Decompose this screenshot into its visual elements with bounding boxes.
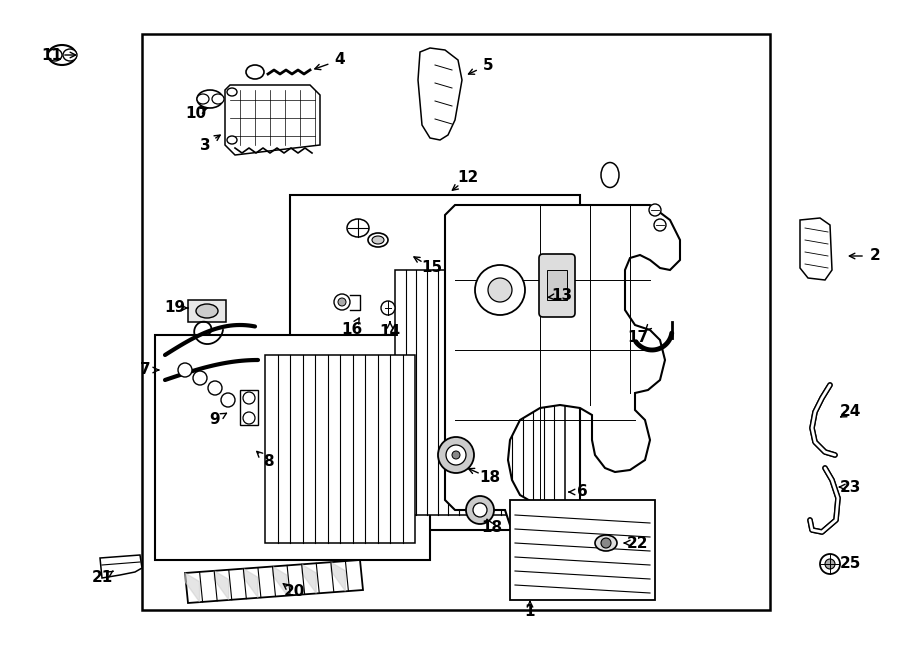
Circle shape	[820, 554, 840, 574]
Ellipse shape	[48, 49, 62, 61]
Ellipse shape	[347, 219, 369, 237]
Bar	[547, 270, 567, 300]
Ellipse shape	[246, 65, 264, 79]
Polygon shape	[418, 48, 462, 140]
Polygon shape	[273, 567, 287, 595]
Ellipse shape	[227, 88, 237, 96]
Ellipse shape	[197, 90, 223, 108]
Circle shape	[473, 503, 487, 517]
Ellipse shape	[48, 45, 76, 65]
Ellipse shape	[601, 162, 619, 187]
Ellipse shape	[372, 236, 384, 244]
Polygon shape	[243, 569, 258, 598]
Circle shape	[193, 371, 207, 385]
Ellipse shape	[63, 49, 77, 61]
Ellipse shape	[196, 304, 218, 318]
Polygon shape	[100, 555, 142, 578]
Circle shape	[338, 298, 346, 306]
Circle shape	[466, 496, 494, 524]
Text: 5: 5	[482, 58, 493, 73]
Text: 21: 21	[92, 571, 112, 585]
Circle shape	[601, 538, 611, 548]
Bar	[188, 300, 226, 322]
Circle shape	[438, 437, 474, 473]
Text: 10: 10	[185, 105, 207, 120]
Circle shape	[825, 559, 835, 569]
Ellipse shape	[227, 136, 237, 144]
Bar	[240, 390, 258, 425]
Circle shape	[452, 451, 460, 459]
Circle shape	[208, 381, 222, 395]
Text: 6: 6	[577, 485, 588, 500]
Polygon shape	[331, 562, 346, 591]
Polygon shape	[445, 205, 680, 535]
Text: 22: 22	[627, 536, 649, 551]
Bar	[265, 355, 415, 543]
Text: 13: 13	[552, 289, 572, 303]
Text: 1: 1	[525, 604, 535, 620]
Circle shape	[446, 445, 466, 465]
Ellipse shape	[212, 94, 224, 104]
Bar	[142, 34, 770, 610]
Polygon shape	[185, 573, 200, 602]
Circle shape	[475, 265, 525, 315]
Text: 3: 3	[200, 138, 211, 152]
Text: 12: 12	[457, 171, 479, 185]
Circle shape	[334, 294, 350, 310]
Ellipse shape	[595, 535, 617, 551]
Circle shape	[649, 204, 661, 216]
Text: 24: 24	[840, 404, 860, 420]
Circle shape	[654, 219, 666, 231]
Bar	[290, 195, 580, 530]
Text: 14: 14	[380, 324, 400, 340]
Text: 11: 11	[41, 48, 62, 62]
Text: 20: 20	[284, 585, 305, 600]
Circle shape	[221, 393, 235, 407]
Polygon shape	[800, 218, 832, 280]
Text: 8: 8	[263, 455, 274, 469]
Circle shape	[243, 392, 255, 404]
Bar	[510, 500, 655, 600]
Polygon shape	[185, 560, 363, 603]
Circle shape	[488, 278, 512, 302]
Text: 7: 7	[140, 363, 150, 377]
Text: 23: 23	[840, 479, 860, 495]
Ellipse shape	[197, 94, 209, 104]
Text: 16: 16	[341, 322, 363, 338]
Text: 18: 18	[482, 520, 502, 536]
Text: 18: 18	[480, 471, 500, 485]
Ellipse shape	[368, 233, 388, 247]
Text: 4: 4	[335, 52, 346, 68]
Text: 15: 15	[421, 261, 443, 275]
Circle shape	[381, 301, 395, 315]
Text: 9: 9	[210, 412, 220, 428]
Polygon shape	[225, 85, 320, 155]
Text: 19: 19	[165, 301, 185, 316]
Polygon shape	[302, 564, 316, 593]
FancyBboxPatch shape	[539, 254, 575, 317]
Text: 17: 17	[627, 330, 649, 346]
Text: 2: 2	[869, 248, 880, 263]
Text: 25: 25	[840, 557, 860, 571]
Circle shape	[243, 412, 255, 424]
Circle shape	[178, 363, 192, 377]
Bar	[155, 335, 430, 560]
Polygon shape	[214, 571, 229, 600]
Bar	[395, 270, 565, 515]
